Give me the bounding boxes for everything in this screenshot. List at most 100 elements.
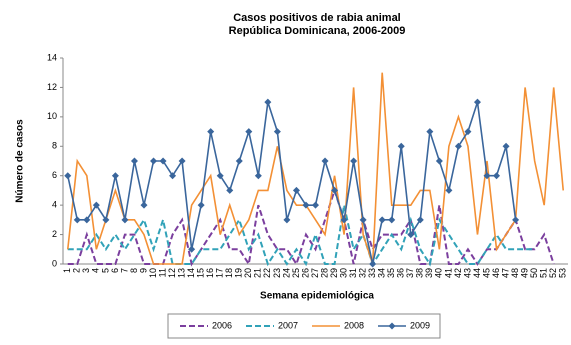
- point-marker: [340, 216, 348, 224]
- x-tick-label: 33: [367, 268, 377, 278]
- series-line: [66, 72, 565, 265]
- point-marker: [83, 216, 91, 224]
- y-tick-label: 4: [52, 200, 57, 210]
- point-marker: [473, 98, 481, 106]
- y-tick-label: 12: [47, 82, 57, 92]
- point-marker: [388, 216, 396, 224]
- x-tick-label: 53: [558, 268, 568, 278]
- point-marker: [359, 216, 367, 224]
- legend-label: 2007: [278, 320, 298, 330]
- legend-marker: [388, 322, 396, 330]
- x-tick-label: 14: [186, 268, 196, 278]
- point-marker: [140, 201, 148, 209]
- x-tick-label: 50: [529, 268, 539, 278]
- point-marker: [502, 142, 510, 150]
- point-marker: [216, 172, 224, 180]
- x-tick-label: 17: [215, 268, 225, 278]
- x-tick-label: 44: [472, 268, 482, 278]
- point-marker: [512, 216, 520, 224]
- point-marker: [254, 172, 262, 180]
- x-tick-label: 4: [91, 268, 101, 273]
- point-marker: [302, 201, 310, 209]
- y-tick-label: 2: [52, 229, 57, 239]
- x-tick-label: 15: [196, 268, 206, 278]
- x-tick-label: 26: [300, 268, 310, 278]
- legend-label: 2008: [344, 320, 364, 330]
- x-tick-label: 20: [243, 268, 253, 278]
- point-marker: [397, 142, 405, 150]
- x-tick-label: 38: [415, 268, 425, 278]
- x-tick-label: 18: [224, 268, 234, 278]
- x-tick-label: 19: [234, 268, 244, 278]
- x-tick-label: 52: [548, 268, 558, 278]
- x-tick-label: 35: [386, 268, 396, 278]
- point-marker: [64, 172, 72, 180]
- point-marker: [331, 186, 339, 194]
- point-marker: [426, 128, 434, 136]
- x-tick-label: 7: [119, 268, 129, 273]
- x-tick-label: 46: [491, 268, 501, 278]
- point-marker: [73, 216, 81, 224]
- point-marker: [407, 231, 415, 239]
- x-tick-label: 40: [434, 268, 444, 278]
- point-marker: [111, 172, 119, 180]
- x-tick-label: 10: [148, 268, 158, 278]
- x-tick-label: 51: [539, 268, 549, 278]
- point-marker: [169, 172, 177, 180]
- x-tick-label: 6: [110, 268, 120, 273]
- point-marker: [197, 201, 205, 209]
- point-marker: [283, 216, 291, 224]
- point-marker: [159, 157, 167, 165]
- x-tick-label: 36: [396, 268, 406, 278]
- x-tick-label: 49: [519, 268, 529, 278]
- chart-title: Casos positivos de rabia animal: [233, 12, 401, 24]
- y-tick-label: 0: [52, 258, 57, 268]
- x-tick-label: 47: [500, 268, 510, 278]
- point-marker: [121, 216, 129, 224]
- point-marker: [454, 142, 462, 150]
- point-marker: [150, 157, 158, 165]
- point-marker: [292, 186, 300, 194]
- point-marker: [207, 128, 215, 136]
- x-tick-label: 27: [310, 268, 320, 278]
- x-tick-label: 29: [329, 268, 339, 278]
- x-tick-label: 22: [262, 268, 272, 278]
- x-tick-label: 12: [167, 268, 177, 278]
- point-marker: [369, 260, 377, 268]
- x-axis-title: Semana epidemiológica: [260, 291, 374, 302]
- x-tick-label: 45: [481, 268, 491, 278]
- y-tick-label: 6: [52, 170, 57, 180]
- legend-label: 2006: [212, 320, 232, 330]
- series-line: [67, 187, 555, 267]
- chart-subtitle: República Dominicana, 2006-2009: [229, 25, 406, 37]
- x-tick-label: 8: [129, 268, 139, 273]
- point-marker: [178, 157, 186, 165]
- series-line: [66, 101, 517, 265]
- x-tick-label: 13: [176, 268, 186, 278]
- x-tick-label: 23: [272, 268, 282, 278]
- point-marker: [350, 157, 358, 165]
- x-tick-label: 43: [462, 268, 472, 278]
- point-marker: [378, 216, 386, 224]
- x-tick-label: 28: [319, 268, 329, 278]
- point-marker: [245, 128, 253, 136]
- x-tick-label: 34: [377, 268, 387, 278]
- x-tick-label: 32: [358, 268, 368, 278]
- x-tick-label: 31: [348, 268, 358, 278]
- x-tick-label: 39: [424, 268, 434, 278]
- x-tick-label: 1: [62, 268, 72, 273]
- point-marker: [493, 172, 501, 180]
- y-tick-label: 10: [47, 111, 57, 121]
- point-marker: [321, 157, 329, 165]
- x-tick-label: 41: [443, 268, 453, 278]
- point-marker: [464, 128, 472, 136]
- point-marker: [483, 172, 491, 180]
- x-tick-label: 16: [205, 268, 215, 278]
- point-marker: [416, 216, 424, 224]
- x-tick-label: 3: [81, 268, 91, 273]
- x-tick-label: 42: [453, 268, 463, 278]
- series-line: [67, 204, 535, 267]
- x-tick-label: 30: [338, 268, 348, 278]
- x-tick-label: 25: [291, 268, 301, 278]
